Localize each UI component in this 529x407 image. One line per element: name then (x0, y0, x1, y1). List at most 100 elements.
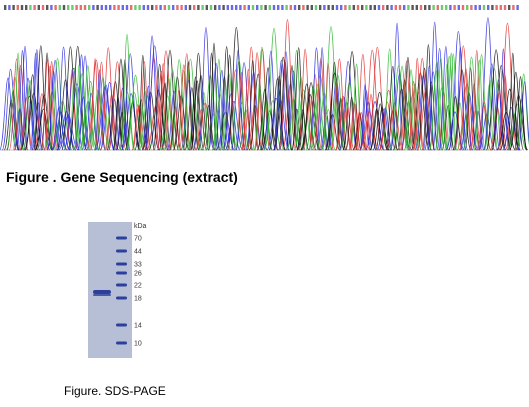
trace-peak (176, 64, 192, 151)
base-call-mark (159, 5, 162, 10)
trace-peak (16, 49, 29, 151)
base-call-mark (193, 5, 196, 10)
base-call-mark (272, 5, 276, 10)
trace-peak (516, 73, 529, 151)
gel-unit: kDa (134, 223, 147, 230)
base-call-mark (125, 5, 129, 10)
trace-peak (348, 103, 362, 151)
base-call-mark (335, 5, 339, 10)
base-call-mark (432, 5, 435, 10)
base-call-mark (214, 5, 217, 10)
trace-peak (173, 88, 185, 151)
base-call-mark (306, 5, 309, 10)
trace-peak (51, 106, 68, 151)
base-call-mark (323, 5, 326, 10)
trace-peak (334, 96, 352, 151)
base-call-mark (424, 5, 427, 10)
trace-peak (73, 63, 85, 151)
base-call-mark (96, 5, 99, 10)
trace-peak (254, 48, 271, 151)
trace-peak (256, 88, 273, 151)
trace-peak (345, 97, 358, 151)
base-call-mark (167, 5, 171, 10)
trace-peak (389, 73, 410, 151)
trace-peak (205, 113, 221, 151)
trace-peak (234, 102, 251, 151)
trace-peak (119, 91, 136, 151)
trace-peak (327, 79, 346, 151)
marker-band (116, 341, 127, 345)
base-call-mark (218, 5, 221, 10)
base-call-mark (344, 5, 347, 10)
trace-peak (335, 97, 347, 151)
trace-peak (424, 81, 439, 151)
base-call-mark (155, 5, 158, 10)
trace-peak (153, 70, 169, 151)
figure-caption: Figure. SDS-PAGE (64, 384, 166, 398)
trace-peak (115, 87, 130, 151)
base-call-mark (205, 5, 208, 10)
trace-peak (248, 73, 268, 151)
trace-peak (43, 65, 57, 151)
trace-peak (301, 82, 321, 151)
base-call-mark (235, 5, 238, 10)
base-call-mark (8, 5, 11, 10)
trace-peak (359, 84, 371, 151)
trace-peak (63, 67, 84, 151)
base-call-mark (394, 5, 397, 10)
trace-peak (58, 114, 79, 151)
trace-peak (339, 60, 358, 151)
base-call-mark (440, 5, 444, 10)
trace-peak (245, 71, 262, 151)
base-call-mark (54, 5, 57, 10)
base-call-mark (71, 5, 74, 10)
base-call-mark (428, 5, 431, 10)
trace-peak (483, 63, 501, 151)
base-call-mark (369, 5, 372, 10)
marker-band (116, 323, 127, 327)
base-call-mark (512, 5, 515, 10)
base-call-mark (268, 5, 271, 10)
trace-peak (469, 110, 482, 151)
trace-peak (454, 45, 473, 151)
trace-peak (372, 103, 388, 151)
base-call-mark (495, 5, 498, 10)
sample-band (93, 290, 111, 294)
base-call-mark (482, 5, 486, 10)
base-call-mark (180, 5, 183, 10)
base-call-mark (377, 5, 381, 10)
base-call-mark (20, 5, 24, 10)
base-call-mark (457, 5, 460, 10)
trace-peak (507, 103, 528, 151)
base-call-mark (4, 5, 7, 10)
base-call-mark (33, 5, 36, 10)
marker-band (116, 249, 127, 253)
trace-peak (408, 83, 422, 151)
trace-peak (434, 57, 447, 151)
trace-peak (113, 58, 129, 151)
trace-peak (68, 45, 88, 151)
trace-peak (364, 93, 378, 151)
trace-peak (362, 49, 383, 151)
trace-peak (423, 65, 436, 151)
trace-peak (152, 63, 167, 151)
trace-peak (247, 59, 259, 151)
base-call-mark (256, 5, 259, 10)
base-call-mark (197, 5, 200, 10)
base-call-mark (29, 5, 32, 10)
base-call-mark (289, 5, 292, 10)
base-call-mark (419, 5, 423, 10)
trace-peak (161, 77, 176, 151)
base-call-mark (260, 5, 263, 10)
trace-peak (224, 100, 244, 151)
base-call-mark (516, 5, 519, 10)
trace-peak (285, 65, 299, 151)
marker-label: 14 (134, 323, 142, 330)
base-call-mark (25, 5, 28, 10)
trace-peak (188, 76, 203, 151)
base-call-mark (331, 5, 334, 10)
base-call-mark (327, 5, 330, 10)
trace-peak (61, 46, 80, 151)
base-call-mark (508, 5, 511, 10)
trace-peak (320, 108, 336, 151)
